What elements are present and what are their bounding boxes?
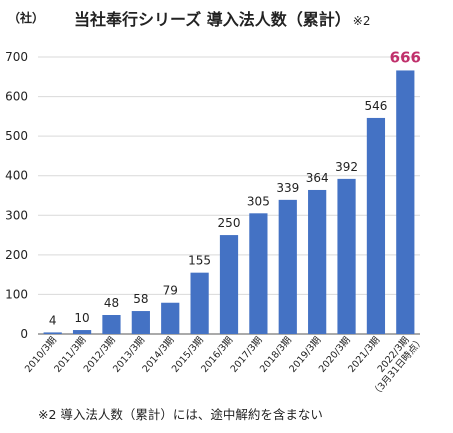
chart-title-text: 当社奉行シリーズ 導入法人数（累計） <box>74 10 351 29</box>
y-tick-label: 0 <box>20 327 28 341</box>
y-tick-label: 200 <box>5 248 28 262</box>
y-tick-label: 400 <box>5 169 28 183</box>
data-label: 58 <box>133 292 148 306</box>
data-label: 4 <box>49 313 57 327</box>
bar <box>308 189 327 334</box>
data-label: 392 <box>335 160 358 174</box>
chart-header: （社） 当社奉行シリーズ 導入法人数（累計） ※2 <box>0 6 453 30</box>
bar <box>43 332 62 334</box>
data-label: 339 <box>276 181 299 195</box>
y-tick-label: 600 <box>5 90 28 104</box>
y-tick-label: 100 <box>5 287 28 301</box>
bar-chart: 010020030040050060070042010/3期102011/3期4… <box>5 48 427 399</box>
bar <box>337 178 356 334</box>
y-unit-label: （社） <box>8 11 45 25</box>
data-label: 48 <box>104 296 119 310</box>
y-tick-label: 500 <box>5 129 28 143</box>
bar <box>366 117 386 334</box>
data-label: 666 <box>390 48 421 66</box>
bar <box>396 70 415 334</box>
title-footnote-marker: ※2 <box>352 14 371 28</box>
bar <box>102 315 121 334</box>
y-tick-label: 700 <box>5 50 28 64</box>
bar <box>219 235 239 334</box>
bar <box>161 302 180 334</box>
data-label: 546 <box>364 99 387 113</box>
data-label: 10 <box>74 311 89 325</box>
y-tick-label: 300 <box>5 208 28 222</box>
data-label: 364 <box>306 171 329 185</box>
bar <box>131 311 150 334</box>
chart-title: 当社奉行シリーズ 導入法人数（累計） ※2 <box>74 6 370 30</box>
data-label: 79 <box>163 284 178 298</box>
bar <box>249 213 268 334</box>
data-label: 305 <box>247 194 270 208</box>
bar <box>72 330 92 334</box>
footnote: ※2 導入法人数（累計）には、途中解約を含まない <box>38 407 323 422</box>
bar <box>190 272 209 334</box>
bar <box>278 199 297 334</box>
data-label: 250 <box>218 216 241 230</box>
data-label: 155 <box>188 254 211 268</box>
